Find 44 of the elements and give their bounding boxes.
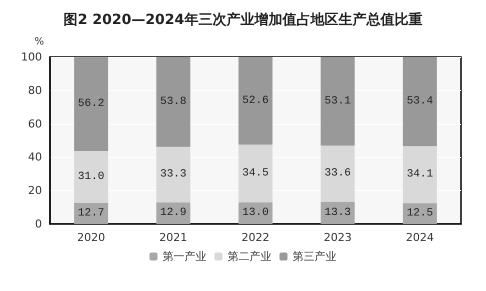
chart-title: 图2 2020—2024年三次产业增加值占地区生产总值比重	[64, 11, 422, 28]
bar	[74, 202, 108, 224]
legend-label: 第三产业	[292, 250, 336, 263]
x-tick-label: 2021	[159, 231, 188, 244]
y-tick-label: 100	[21, 50, 42, 64]
data-label: 12.9	[160, 207, 187, 220]
data-label: 34.5	[242, 167, 269, 180]
bar	[156, 57, 190, 147]
data-label: 53.4	[406, 96, 434, 108]
y-tick-label: 20	[28, 184, 42, 198]
legend-label: 第二产业	[228, 250, 272, 263]
bar	[156, 202, 190, 224]
data-label: 13.0	[242, 207, 269, 220]
legend-label: 第一产业	[162, 250, 206, 263]
data-label: 12.7	[78, 207, 104, 220]
bar	[402, 203, 437, 224]
data-label: 53.1	[324, 95, 352, 108]
bar	[74, 151, 108, 203]
x-tick-label: 2022	[242, 231, 270, 244]
data-label: 33.3	[160, 168, 187, 181]
data-label: 34.1	[406, 168, 434, 181]
y-tick-label: 40	[28, 150, 42, 164]
bar	[402, 146, 437, 204]
bar	[74, 57, 108, 152]
y-tick-label: 60	[28, 117, 42, 130]
x-tick-label: 2024	[406, 231, 434, 244]
data-label: 52.6	[242, 94, 269, 107]
bar	[238, 57, 272, 145]
data-label: 12.5	[406, 208, 434, 220]
bar	[320, 57, 355, 146]
data-label: 33.6	[324, 168, 351, 180]
y-tick-label: 0	[35, 218, 42, 230]
bar	[320, 146, 355, 202]
bar	[402, 57, 437, 146]
data-label: 13.3	[324, 206, 351, 219]
x-tick-label: 2020	[77, 231, 106, 244]
data-label: 56.2	[78, 98, 104, 110]
y-axis-title: %	[34, 36, 44, 48]
data-label: 53.8	[160, 96, 187, 108]
y-tick-label: 80	[28, 84, 42, 97]
bar	[238, 144, 272, 202]
data-label: 31.0	[78, 170, 104, 183]
x-tick-label: 2023	[324, 231, 352, 244]
bar	[156, 146, 190, 202]
